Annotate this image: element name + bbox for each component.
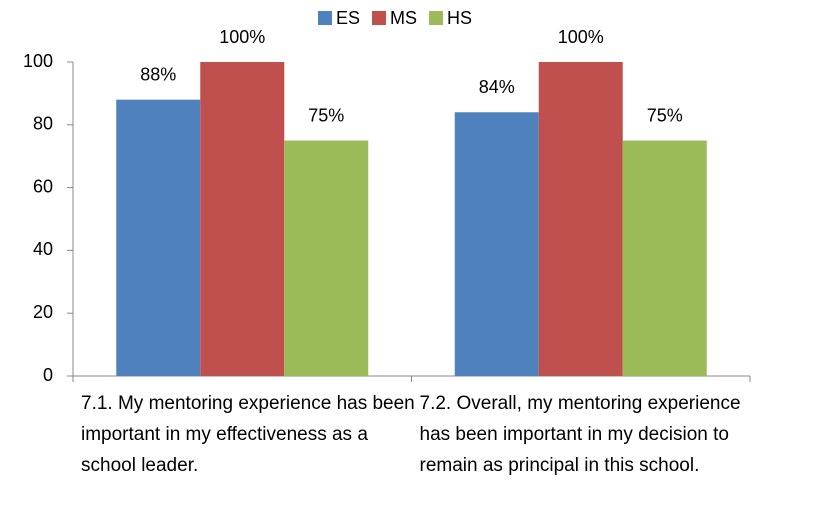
legend-swatch [318,11,332,25]
bar [622,140,707,376]
legend-swatch [429,11,444,25]
value-label: 84% [479,77,515,97]
y-tick-label: 60 [33,176,53,196]
bar [284,140,369,376]
x-tick-label: 7.1. My mentoring experience has been im… [81,393,415,476]
bar [538,62,623,376]
legend-swatch [372,11,387,25]
y-tick-label: 100 [23,51,53,71]
y-tick-label: 0 [43,365,53,385]
x-tick-label: 7.2. Overall, my mentoring experience ha… [419,393,741,476]
value-label: 75% [308,105,344,125]
bar [116,99,201,377]
y-tick-label: 20 [33,302,53,322]
value-label: 100% [219,27,265,47]
legend-label: ES [336,8,360,28]
bar [200,62,285,376]
y-tick-label: 80 [33,114,53,134]
bar [454,112,539,377]
y-tick-label: 40 [33,239,53,259]
value-label: 75% [647,105,683,125]
value-label: 100% [558,27,604,47]
legend-label: HS [447,8,472,28]
legend-label: MS [390,8,417,28]
value-label: 88% [140,64,176,84]
